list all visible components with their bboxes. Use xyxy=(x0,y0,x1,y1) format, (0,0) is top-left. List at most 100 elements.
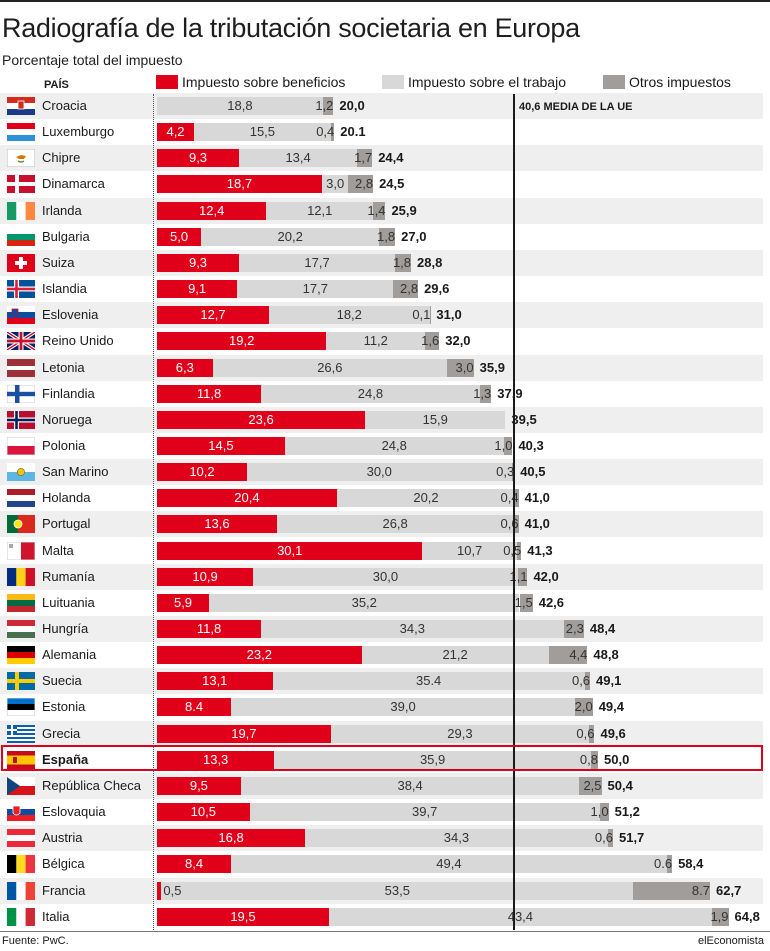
data-label-beneficios: 19,2 xyxy=(229,333,255,348)
san-marino-flag-icon xyxy=(7,463,35,481)
total-label: 27,0 xyxy=(401,229,427,244)
bar-segment-otros xyxy=(503,437,513,455)
bar-segment-trabajo xyxy=(239,149,358,167)
bar-segment-trabajo xyxy=(249,803,600,821)
bar-segment-beneficios xyxy=(157,803,250,821)
data-label-otros: 2,0 xyxy=(574,699,593,714)
data-label-otros: 3,0 xyxy=(455,360,474,375)
estonia-flag-icon xyxy=(7,698,35,716)
bar-segment-otros xyxy=(322,97,334,115)
data-label-beneficios: 19,7 xyxy=(231,726,257,741)
data-label-beneficios: 10,5 xyxy=(190,804,216,819)
bar-segment-otros xyxy=(393,280,419,298)
country-label-czech: República Checa xyxy=(42,778,142,793)
total-label: 24,5 xyxy=(379,176,405,191)
bar-segment-beneficios xyxy=(157,751,275,769)
total-label: 39,5 xyxy=(511,412,537,427)
data-label-otros: 0,4 xyxy=(316,124,335,139)
data-label-otros: 0,6 xyxy=(594,830,613,845)
bar-segment-otros xyxy=(575,698,593,716)
total-label: 64,8 xyxy=(734,909,760,924)
bar-segment-otros xyxy=(599,803,609,821)
country-label-lithuania: Luituania xyxy=(42,595,95,610)
data-label-otros: 1,7 xyxy=(354,150,373,165)
bar-segment-otros xyxy=(633,882,710,900)
bar-segment-trabajo xyxy=(253,568,518,586)
belgium-flag-icon xyxy=(7,855,35,873)
data-label-trabajo: 38,4 xyxy=(397,778,423,793)
country-label-estonia: Estonia xyxy=(42,699,86,714)
eu-average-line xyxy=(513,94,515,930)
data-label-trabajo: 10,7 xyxy=(456,543,483,558)
bulgaria-flag-icon xyxy=(7,228,35,246)
chart-subtitle: Porcentaje total del impuesto xyxy=(2,52,183,68)
data-label-trabajo: 29,3 xyxy=(447,726,473,741)
bar-segment-trabajo xyxy=(261,385,480,403)
malta-flag-icon xyxy=(7,542,35,560)
legend-label-otros: Otros impuestos xyxy=(629,74,731,90)
data-label-otros: 1,6 xyxy=(421,333,440,348)
bar-segment-otros xyxy=(348,175,374,193)
country-label-germany: Alemania xyxy=(42,647,97,662)
bar-segment-trabajo xyxy=(284,437,504,455)
data-label-trabajo: 12,1 xyxy=(307,203,333,218)
data-label-otros: 0,6 xyxy=(576,726,595,741)
data-label-trabajo: 21,2 xyxy=(442,647,468,662)
axis-dotted-line xyxy=(153,94,154,930)
luxembourg-flag-icon xyxy=(7,123,35,141)
bar-segment-otros xyxy=(379,228,396,246)
country-label-finland: Finlandia xyxy=(42,386,95,401)
data-label-otros: 2,5 xyxy=(583,778,602,793)
data-label-trabajo: 34,3 xyxy=(399,621,425,636)
country-label-ireland: Irlanda xyxy=(42,203,82,218)
total-label: 29,6 xyxy=(424,281,450,296)
brand-logo-text: elEconomista xyxy=(697,935,764,947)
bar-segment-beneficios xyxy=(157,777,241,795)
country-label-san-marino: San Marino xyxy=(42,464,109,479)
data-label-trabajo: 13,4 xyxy=(285,150,311,165)
bar-segment-trabajo xyxy=(231,855,667,873)
bar-segment-trabajo xyxy=(246,463,512,481)
bar-segment-otros xyxy=(579,777,602,795)
total-label: 32,0 xyxy=(445,333,471,348)
total-label: 49,4 xyxy=(598,699,625,714)
total-label: 62,7 xyxy=(716,883,742,898)
bar-segment-otros xyxy=(516,542,522,560)
bar-segment-otros xyxy=(425,332,440,350)
bar-segment-otros xyxy=(511,463,515,481)
data-label-beneficios: 19,5 xyxy=(230,909,256,924)
bar-segment-trabajo xyxy=(161,882,634,900)
legend-swatch-trabajo xyxy=(382,75,404,89)
top-rule xyxy=(0,0,770,2)
chart-title: Radiografía de la tributación societaria… xyxy=(2,13,580,43)
bar-segment-beneficios xyxy=(157,332,327,350)
total-label: 42,6 xyxy=(538,595,565,610)
legend-label-trabajo: Impuesto sobre el trabajo xyxy=(408,74,566,90)
data-label-beneficios: 8,4 xyxy=(185,856,204,871)
total-label: 37,9 xyxy=(497,386,523,401)
country-label-hungary: Hungría xyxy=(42,621,89,636)
data-label-trabajo: 35,2 xyxy=(351,595,377,610)
ireland-flag-icon xyxy=(7,202,35,220)
bar-segment-trabajo xyxy=(237,280,394,298)
total-label: 42,0 xyxy=(533,569,559,584)
country-label-spain: España xyxy=(42,752,89,767)
data-label-trabajo: 26,6 xyxy=(317,360,343,375)
bar-segment-otros xyxy=(479,385,492,403)
bar-segment-trabajo xyxy=(201,228,380,246)
portugal-flag-icon xyxy=(7,515,35,533)
country-label-cyprus: Chipre xyxy=(42,150,81,165)
bar-segment-beneficios xyxy=(157,594,210,612)
data-label-otros: 1,3 xyxy=(473,386,492,401)
data-label-otros: 0,3 xyxy=(496,464,515,479)
bar-segment-beneficios xyxy=(157,725,331,743)
netherlands-flag-icon xyxy=(7,489,35,507)
data-label-trabajo: 39,0 xyxy=(390,699,416,714)
total-label: 28,8 xyxy=(417,255,443,270)
data-label-trabajo: 39,7 xyxy=(412,804,438,819)
data-label-beneficios: 8.4 xyxy=(185,699,204,714)
data-label-beneficios: 12,7 xyxy=(200,307,226,322)
legend-swatch-otros xyxy=(603,75,625,89)
data-label-beneficios: 4,2 xyxy=(166,124,185,139)
data-label-otros: 8.7 xyxy=(691,883,710,898)
